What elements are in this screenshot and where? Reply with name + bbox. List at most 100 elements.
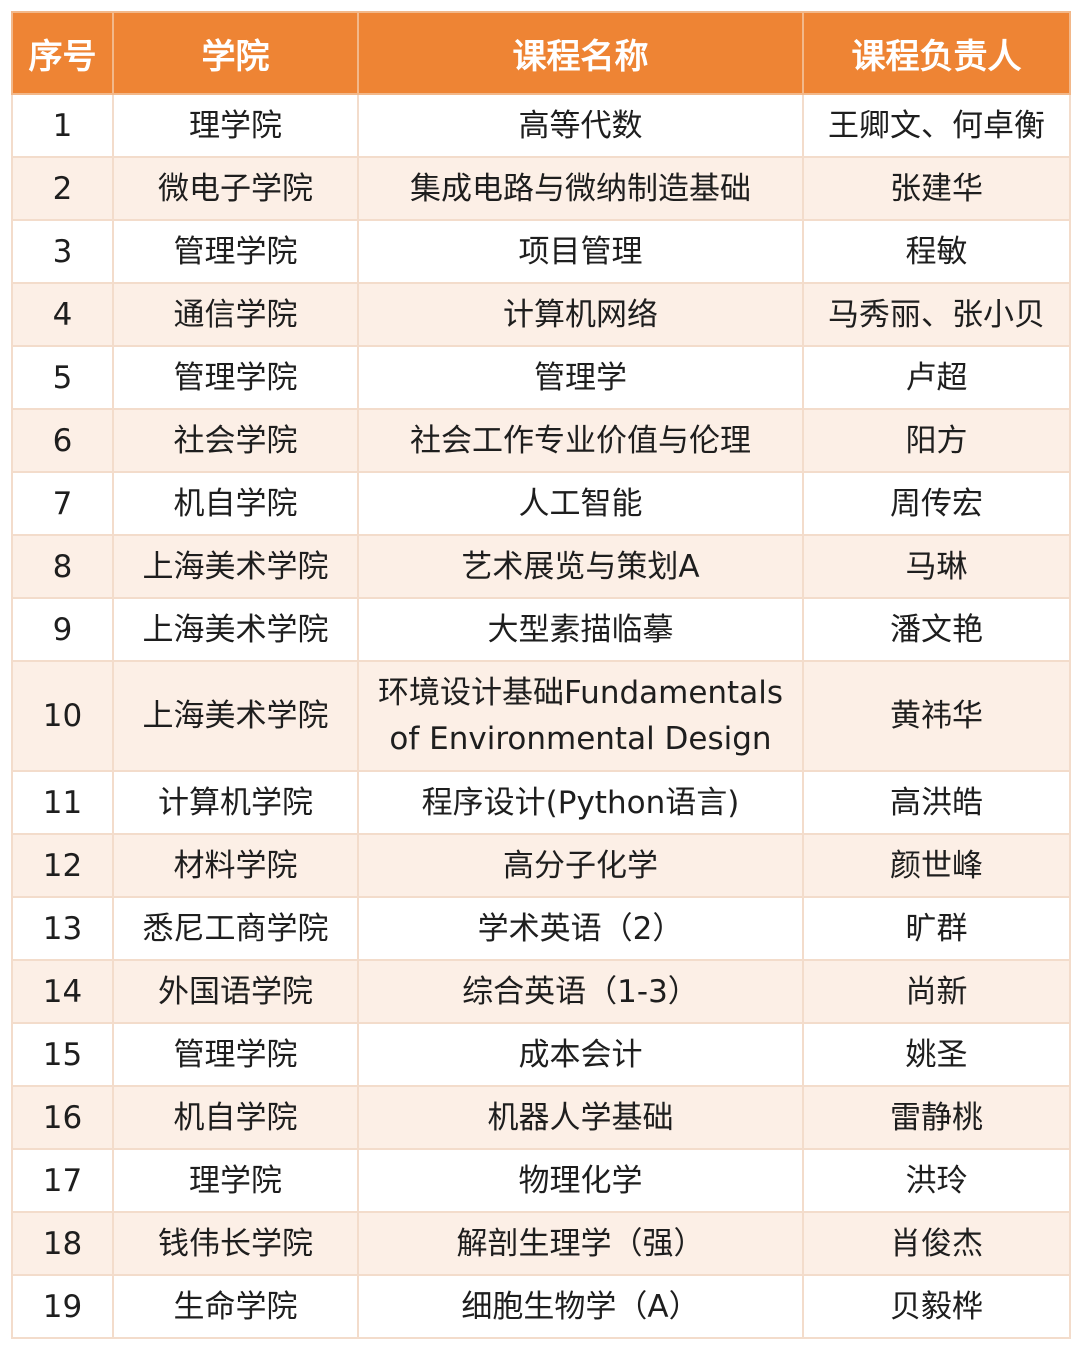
cell-course-name: 计算机网络 [357, 282, 804, 347]
cell-index: 4 [11, 282, 114, 347]
cell-course-name: 高等代数 [357, 93, 804, 158]
cell-course-name: 环境设计基础Fundamentals of Environmental Desi… [357, 660, 804, 772]
table-row: 4 通信学院 计算机网络 马秀丽、张小贝 [11, 282, 1071, 347]
cell-school: 管理学院 [112, 1022, 359, 1087]
cell-instructor: 周传宏 [802, 471, 1071, 536]
cell-instructor: 黄祎华 [802, 660, 1071, 772]
table-row: 17 理学院 物理化学 洪玲 [11, 1148, 1071, 1213]
table-row: 15 管理学院 成本会计 姚圣 [11, 1022, 1071, 1087]
table-row: 14 外国语学院 综合英语（1-3） 尚新 [11, 959, 1071, 1024]
table-row: 5 管理学院 管理学 卢超 [11, 345, 1071, 410]
cell-course-name: 人工智能 [357, 471, 804, 536]
table-row: 3 管理学院 项目管理 程敏 [11, 219, 1071, 284]
cell-index: 7 [11, 471, 114, 536]
cell-instructor: 洪玲 [802, 1148, 1071, 1213]
cell-index: 2 [11, 156, 114, 221]
cell-instructor: 颜世峰 [802, 833, 1071, 898]
cell-school: 通信学院 [112, 282, 359, 347]
cell-school: 管理学院 [112, 219, 359, 284]
cell-index: 13 [11, 896, 114, 961]
cell-index: 3 [11, 219, 114, 284]
cell-course-name: 机器人学基础 [357, 1085, 804, 1150]
cell-school: 上海美术学院 [112, 660, 359, 772]
cell-index: 12 [11, 833, 114, 898]
cell-instructor: 卢超 [802, 345, 1071, 410]
header-row: 序号 学院 课程名称 课程负责人 [11, 11, 1071, 95]
cell-instructor: 贝毅桦 [802, 1274, 1071, 1339]
cell-instructor: 尚新 [802, 959, 1071, 1024]
cell-course-name: 高分子化学 [357, 833, 804, 898]
header-school: 学院 [112, 11, 359, 95]
cell-course-name: 社会工作专业价值与伦理 [357, 408, 804, 473]
cell-instructor: 潘文艳 [802, 597, 1071, 662]
cell-index: 11 [11, 770, 114, 835]
table-row: 7 机自学院 人工智能 周传宏 [11, 471, 1071, 536]
header-index: 序号 [11, 11, 114, 95]
table-row: 19 生命学院 细胞生物学（A） 贝毅桦 [11, 1274, 1071, 1339]
cell-school: 钱伟长学院 [112, 1211, 359, 1276]
table-row: 6 社会学院 社会工作专业价值与伦理 阳方 [11, 408, 1071, 473]
cell-school: 计算机学院 [112, 770, 359, 835]
table-row: 12 材料学院 高分子化学 颜世峰 [11, 833, 1071, 898]
cell-index: 16 [11, 1085, 114, 1150]
cell-course-name: 细胞生物学（A） [357, 1274, 804, 1339]
table-row: 10 上海美术学院 环境设计基础Fundamentals of Environmen… [11, 660, 1071, 772]
cell-index: 10 [11, 660, 114, 772]
cell-index: 9 [11, 597, 114, 662]
table-row: 9 上海美术学院 大型素描临摹 潘文艳 [11, 597, 1071, 662]
cell-index: 17 [11, 1148, 114, 1213]
table-row: 11 计算机学院 程序设计(Python语言) 高洪皓 [11, 770, 1071, 835]
cell-instructor: 阳方 [802, 408, 1071, 473]
table-row: 16 机自学院 机器人学基础 雷静桃 [11, 1085, 1071, 1150]
cell-instructor: 马秀丽、张小贝 [802, 282, 1071, 347]
cell-course-name: 管理学 [357, 345, 804, 410]
cell-course-name: 物理化学 [357, 1148, 804, 1213]
cell-course-name: 成本会计 [357, 1022, 804, 1087]
cell-course-name: 解剖生理学（强） [357, 1211, 804, 1276]
cell-instructor: 张建华 [802, 156, 1071, 221]
cell-course-name: 艺术展览与策划A [357, 534, 804, 599]
cell-index: 14 [11, 959, 114, 1024]
cell-index: 15 [11, 1022, 114, 1087]
table-row: 1 理学院 高等代数 王卿文、何卓衡 [11, 93, 1071, 158]
cell-course-name: 集成电路与微纳制造基础 [357, 156, 804, 221]
cell-school: 机自学院 [112, 1085, 359, 1150]
cell-index: 6 [11, 408, 114, 473]
cell-index: 5 [11, 345, 114, 410]
cell-school: 上海美术学院 [112, 534, 359, 599]
cell-school: 悉尼工商学院 [112, 896, 359, 961]
cell-index: 19 [11, 1274, 114, 1339]
course-table: 序号 学院 课程名称 课程负责人 1 理学院 高等代数 王卿文、何卓衡 2 微电子学院 集成… [11, 11, 1071, 1339]
cell-index: 18 [11, 1211, 114, 1276]
cell-school: 生命学院 [112, 1274, 359, 1339]
cell-school: 外国语学院 [112, 959, 359, 1024]
cell-course-name: 综合英语（1-3） [357, 959, 804, 1024]
cell-school: 材料学院 [112, 833, 359, 898]
table-row: 2 微电子学院 集成电路与微纳制造基础 张建华 [11, 156, 1071, 221]
header-instructor: 课程负责人 [802, 11, 1071, 95]
cell-index: 1 [11, 93, 114, 158]
cell-school: 机自学院 [112, 471, 359, 536]
cell-course-name: 学术英语（2） [357, 896, 804, 961]
cell-course-name: 程序设计(Python语言) [357, 770, 804, 835]
cell-index: 8 [11, 534, 114, 599]
cell-instructor: 程敏 [802, 219, 1071, 284]
cell-school: 管理学院 [112, 345, 359, 410]
cell-school: 理学院 [112, 1148, 359, 1213]
cell-school: 上海美术学院 [112, 597, 359, 662]
cell-school: 理学院 [112, 93, 359, 158]
cell-school: 社会学院 [112, 408, 359, 473]
cell-instructor: 王卿文、何卓衡 [802, 93, 1071, 158]
cell-instructor: 姚圣 [802, 1022, 1071, 1087]
header-course-name: 课程名称 [357, 11, 804, 95]
cell-school: 微电子学院 [112, 156, 359, 221]
cell-instructor: 肖俊杰 [802, 1211, 1071, 1276]
table-row: 18 钱伟长学院 解剖生理学（强） 肖俊杰 [11, 1211, 1071, 1276]
cell-course-name: 项目管理 [357, 219, 804, 284]
cell-instructor: 旷群 [802, 896, 1071, 961]
cell-instructor: 雷静桃 [802, 1085, 1071, 1150]
table-row: 13 悉尼工商学院 学术英语（2） 旷群 [11, 896, 1071, 961]
cell-instructor: 高洪皓 [802, 770, 1071, 835]
cell-instructor: 马琳 [802, 534, 1071, 599]
table-row: 8 上海美术学院 艺术展览与策划A 马琳 [11, 534, 1071, 599]
